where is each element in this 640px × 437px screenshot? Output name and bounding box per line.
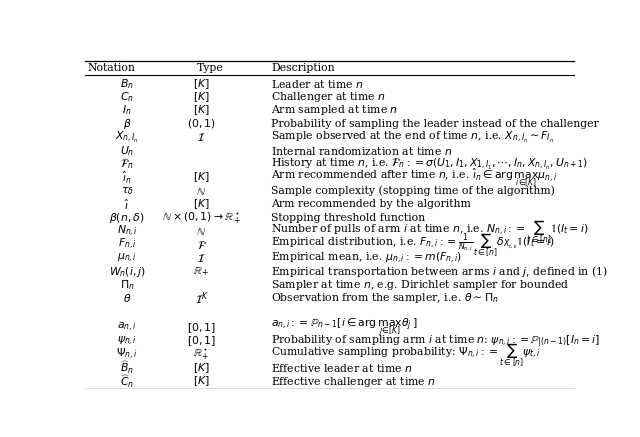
Text: Arm recommended after time $n$, i.e. $\hat{\imath}_n \in \arg\max_{i\in[K]} \mu_: Arm recommended after time $n$, i.e. $\h… (271, 166, 557, 189)
Text: $(0,1)$: $(0,1)$ (187, 118, 216, 130)
Text: $[K]$: $[K]$ (193, 375, 210, 388)
Text: $\beta(n,\delta)$: $\beta(n,\delta)$ (109, 211, 145, 225)
Text: Stopping threshold function: Stopping threshold function (271, 213, 425, 223)
Text: $\mathbb{N}$: $\mathbb{N}$ (196, 185, 207, 197)
Text: $\psi_{n,i}$: $\psi_{n,i}$ (117, 335, 137, 348)
Text: Description: Description (271, 63, 335, 73)
Text: $F_{n,i}$: $F_{n,i}$ (118, 237, 137, 252)
Text: Probability of sampling arm $i$ at time $n$: $\psi_{n,i} := \mathbb{P}_{|(n-1)}[: Probability of sampling arm $i$ at time … (271, 333, 600, 349)
Text: $[K]$: $[K]$ (193, 361, 210, 375)
Text: $a_{n,i} := \mathbb{P}_{n-1}[i \in \arg\max_{j\in[K]} \theta_j]$: $a_{n,i} := \mathbb{P}_{n-1}[i \in \arg\… (271, 317, 417, 339)
Text: Sampler at time $n$, e.g. Dirichlet sampler for bounded: Sampler at time $n$, e.g. Dirichlet samp… (271, 278, 569, 292)
Text: Notation: Notation (88, 63, 135, 73)
Text: $N_{n,i}$: $N_{n,i}$ (116, 224, 138, 239)
Text: Leader at time $n$: Leader at time $n$ (271, 78, 364, 90)
Text: $\mathcal{F}$: $\mathcal{F}$ (196, 239, 206, 251)
Text: $\widehat{B}_n$: $\widehat{B}_n$ (120, 360, 134, 376)
Text: $[K]$: $[K]$ (193, 77, 210, 90)
Text: $\mathcal{F}_n$: $\mathcal{F}_n$ (120, 157, 134, 171)
Text: $\theta$: $\theta$ (123, 292, 131, 304)
Text: $\Psi_{n,i}$: $\Psi_{n,i}$ (116, 347, 138, 362)
Text: $\hat{\imath}$: $\hat{\imath}$ (124, 197, 130, 212)
Text: $\beta$: $\beta$ (123, 117, 131, 131)
Text: Sample observed at the end of time $n$, i.e. $X_{n,I_n} \sim F_{I_n}$: Sample observed at the end of time $n$, … (271, 130, 554, 145)
Text: $[K]$: $[K]$ (193, 104, 210, 118)
Text: History at time $n$, i.e. $\mathcal{F}_n := \sigma(U_1, I_1, X_{1,I_1}, \cdots, : History at time $n$, i.e. $\mathcal{F}_n… (271, 156, 588, 172)
Text: $X_{n,I_n}$: $X_{n,I_n}$ (115, 130, 139, 145)
Text: $\mathbb{R}_+^\star$: $\mathbb{R}_+^\star$ (193, 347, 210, 362)
Text: Effective challenger at time $n$: Effective challenger at time $n$ (271, 375, 436, 388)
Text: Internal randomization at time $n$: Internal randomization at time $n$ (271, 145, 452, 157)
Text: Effective leader at time $n$: Effective leader at time $n$ (271, 362, 412, 374)
Text: $\mathcal{I}$: $\mathcal{I}$ (197, 132, 205, 143)
Text: Sample complexity (stopping time of the algorithm): Sample complexity (stopping time of the … (271, 186, 555, 196)
Text: $\mathbb{N}$: $\mathbb{N}$ (196, 226, 207, 237)
Text: $\mathcal{I}^K$: $\mathcal{I}^K$ (195, 290, 209, 307)
Text: $I_n$: $I_n$ (122, 104, 132, 118)
Text: $[K]$: $[K]$ (193, 198, 210, 212)
Text: Arm sampled at time $n$: Arm sampled at time $n$ (271, 104, 398, 118)
Text: Empirical distribution, i.e. $F_{n,i} := \frac{1}{N_{n,i}}\sum_{t\in[n]} \delta_: Empirical distribution, i.e. $F_{n,i} :=… (271, 231, 555, 258)
Text: Challenger at time $n$: Challenger at time $n$ (271, 90, 386, 104)
Text: Arm recommended by the algorithm: Arm recommended by the algorithm (271, 199, 470, 209)
Text: $\mathbb{R}_+$: $\mathbb{R}_+$ (193, 265, 210, 278)
Text: $U_n$: $U_n$ (120, 144, 134, 158)
Text: Cumulative sampling probability: $\Psi_{n,i} := \sum_{t\in[n]} \psi_{t,i}$: Cumulative sampling probability: $\Psi_{… (271, 341, 541, 368)
Text: Probability of sampling the leader instead of the challenger: Probability of sampling the leader inste… (271, 119, 598, 129)
Text: Empirical transportation between arms $i$ and $j$, defined in (1): Empirical transportation between arms $i… (271, 264, 608, 279)
Text: $\Pi_n$: $\Pi_n$ (120, 278, 134, 292)
Text: $[0,1]$: $[0,1]$ (187, 334, 216, 348)
Text: $\hat{\imath}_n$: $\hat{\imath}_n$ (122, 170, 132, 186)
Text: Observation from the sampler, i.e. $\theta \sim \Pi_n$: Observation from the sampler, i.e. $\the… (271, 291, 499, 305)
Text: $B_n$: $B_n$ (120, 77, 134, 90)
Text: $a_{n,i}$: $a_{n,i}$ (117, 321, 137, 334)
Text: $C_n$: $C_n$ (120, 90, 134, 104)
Text: $\mu_{n,i}$: $\mu_{n,i}$ (117, 252, 137, 265)
Text: Type: Type (196, 63, 223, 73)
Text: Number of pulls of arm $i$ at time $n$, i.e. $N_{n,i} := \sum_{t\in[n]} \mathbb{: Number of pulls of arm $i$ at time $n$, … (271, 218, 588, 245)
Text: $[K]$: $[K]$ (193, 171, 210, 184)
Text: $\tau_\delta$: $\tau_\delta$ (121, 185, 134, 197)
Text: Empirical mean, i.e. $\mu_{n,i} := m(F_{n,i})$: Empirical mean, i.e. $\mu_{n,i} := m(F_{… (271, 250, 462, 266)
Text: $\widehat{C}_n$: $\widehat{C}_n$ (120, 373, 134, 390)
Text: $\mathbb{N}\times(0,1)\to\mathbb{R}_+^\star$: $\mathbb{N}\times(0,1)\to\mathbb{R}_+^\s… (162, 210, 241, 225)
Text: $\mathcal{I}$: $\mathcal{I}$ (197, 252, 205, 264)
Text: $[0,1]$: $[0,1]$ (187, 321, 216, 335)
Text: $W_n(i,j)$: $W_n(i,j)$ (109, 264, 146, 278)
Text: $[K]$: $[K]$ (193, 90, 210, 104)
